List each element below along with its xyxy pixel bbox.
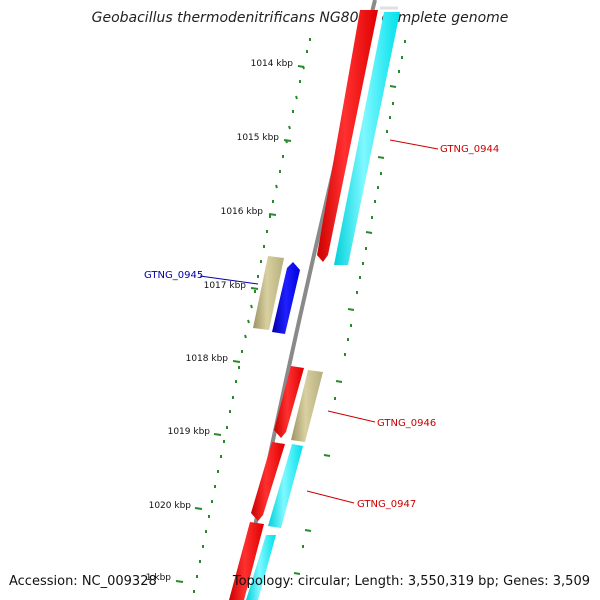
gene-khaki-feature-2[interactable] xyxy=(291,370,323,442)
major-ticks-left xyxy=(175,65,305,583)
gene-gtng-0947-red[interactable] xyxy=(251,442,285,521)
scale-label-1020: 1020 kbp xyxy=(149,501,192,511)
gene-cyan-feature-bottom[interactable] xyxy=(246,535,276,600)
scale-label-1018: 1018 kbp xyxy=(186,354,229,364)
connector-gtng-0946 xyxy=(327,410,376,423)
gene-cyan-feature-2[interactable] xyxy=(268,444,303,528)
scale-label-1015: 1015 kbp xyxy=(237,133,280,143)
gene-label-gtng-0946[interactable]: GTNG_0946 xyxy=(377,418,436,429)
gene-gtng-0945-blue[interactable] xyxy=(272,262,300,334)
gene-cyan-feature-1[interactable] xyxy=(334,12,400,265)
scale-label-1017: 1017 kbp xyxy=(204,281,247,291)
gene-red-feature-bottom[interactable] xyxy=(229,522,264,600)
topology-text: Topology: circular; Length: 3,550,319 bp… xyxy=(232,574,590,589)
gene-label-gtng-0944[interactable]: GTNG_0944 xyxy=(440,144,499,155)
connector-gtng-0944 xyxy=(389,139,439,150)
map-title: Geobacillus thermodenitrificans NG80-2, … xyxy=(91,10,509,26)
outer-tick-track xyxy=(293,40,406,575)
scale-label-1019: 1019 kbp xyxy=(168,427,211,437)
connector-gtng-0947 xyxy=(306,490,355,504)
gene-gtng-0946-red[interactable] xyxy=(274,366,304,438)
scale-label-1016: 1016 kbp xyxy=(221,207,264,217)
connector-gtng-0945 xyxy=(199,275,259,285)
inner-tick-track xyxy=(193,38,311,593)
gene-label-gtng-0945[interactable]: GTNG_0945 xyxy=(144,270,203,281)
accession-text: Accession: NC_009328 xyxy=(9,574,157,589)
gene-label-gtng-0947[interactable]: GTNG_0947 xyxy=(357,499,416,510)
gene-khaki-feature-1[interactable] xyxy=(253,256,284,330)
scale-label-1: 1 kbp xyxy=(146,573,172,583)
gene-gtng-0944-red[interactable] xyxy=(317,10,378,262)
scale-label-1014: 1014 kbp xyxy=(251,59,294,69)
